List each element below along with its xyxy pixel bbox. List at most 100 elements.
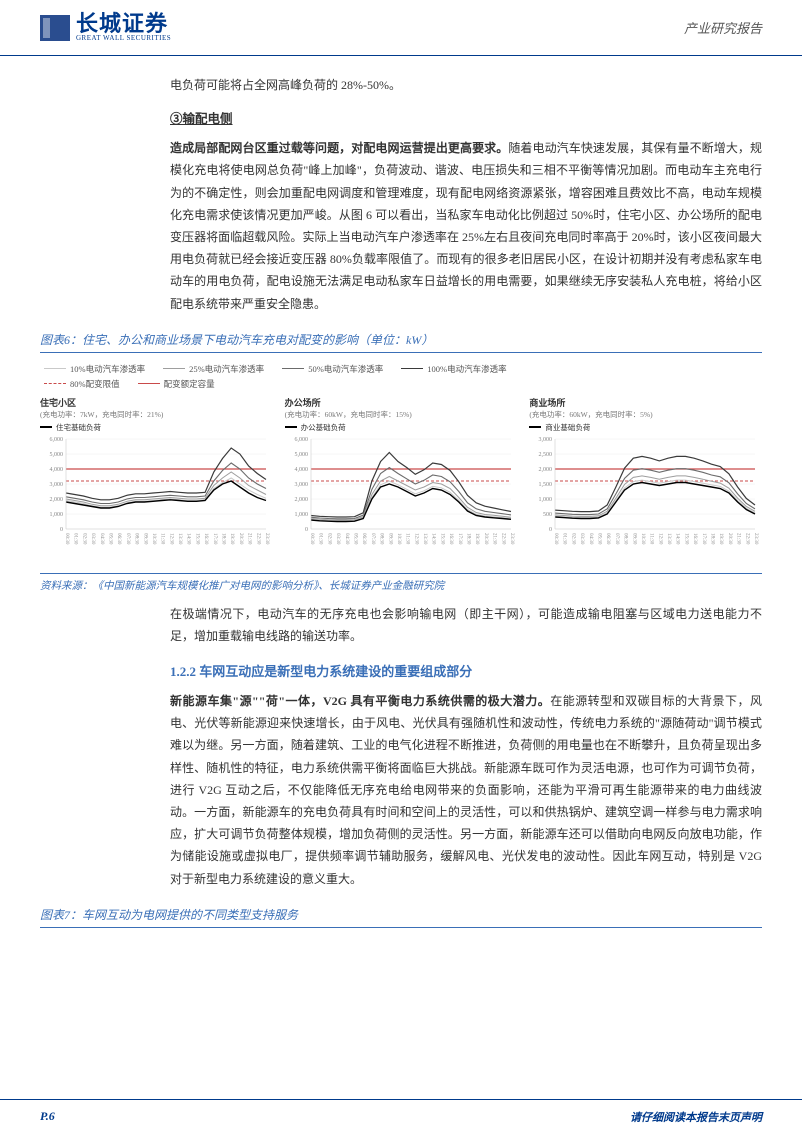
section-heading-3: ③输配电侧 [170,108,762,127]
svg-text:5,000: 5,000 [50,452,64,458]
svg-text:10:30: 10:30 [640,533,645,545]
leg-rated: 配变额定容量 [138,378,215,390]
chart-svg-1: 01,0002,0003,0004,0005,0006,000 00:3001:… [285,435,518,559]
svg-text:00:30: 00:30 [64,533,69,545]
para4-body: 在能源转型和双碳目标的大背景下，风电、光伏等新能源迎来快速增长，由于风电、光伏具… [170,694,762,886]
svg-text:20:30: 20:30 [483,533,488,545]
leg-100: 100%电动汽车渗透率 [401,363,506,375]
charts-row: 住宅小区 (充电功率：7kW，充电同时率：21%) 住宅基础负荷 01,0002… [40,396,762,559]
svg-text:21:30: 21:30 [247,533,252,545]
svg-text:17:30: 17:30 [212,533,217,545]
svg-text:6,000: 6,000 [50,437,64,443]
svg-text:06:30: 06:30 [606,533,611,545]
svg-text:16:30: 16:30 [692,533,697,545]
svg-text:02:30: 02:30 [571,533,576,545]
svg-text:10:30: 10:30 [396,533,401,545]
svg-text:04:30: 04:30 [588,533,593,545]
svg-text:13:30: 13:30 [422,533,427,545]
svg-text:05:30: 05:30 [597,533,602,545]
svg-text:0: 0 [60,527,63,533]
para2: 造成局部配网台区重过载等问题，对配电网运营提出更高要求。随着电动汽车快速发展，其… [170,137,762,315]
svg-text:23:30: 23:30 [264,533,269,545]
svg-text:22:30: 22:30 [745,533,750,545]
para2-bold: 造成局部配网台区重过载等问题，对配电网运营提出更高要求。 [170,141,508,155]
svg-text:05:30: 05:30 [107,533,112,545]
svg-text:19:30: 19:30 [474,533,479,545]
svg-text:3,000: 3,000 [539,437,553,443]
svg-text:11:30: 11:30 [404,533,409,545]
svg-text:2,000: 2,000 [539,467,553,473]
svg-text:5,000: 5,000 [294,452,308,458]
svg-text:06:30: 06:30 [361,533,366,545]
chart-svg-2: 05001,0001,5002,0002,5003,000 00:3001:30… [529,435,762,559]
svg-text:03:30: 03:30 [90,533,95,545]
svg-text:1,000: 1,000 [539,497,553,503]
svg-text:02:30: 02:30 [81,533,86,545]
svg-text:20:30: 20:30 [727,533,732,545]
leg-80limit: 80%配变限值 [44,378,120,390]
svg-text:0: 0 [305,527,308,533]
svg-text:16:30: 16:30 [203,533,208,545]
figure7-title: 图表7：车网互动为电网提供的不同类型支持服务 [40,906,762,928]
svg-text:13:30: 13:30 [177,533,182,545]
logo-en: GREAT WALL SECURITIES [76,35,171,42]
svg-text:07:30: 07:30 [370,533,375,545]
svg-text:08:30: 08:30 [623,533,628,545]
svg-text:04:30: 04:30 [343,533,348,545]
footer-disclaimer: 请仔细阅读本报告末页声明 [630,1109,762,1125]
svg-text:01:30: 01:30 [73,533,78,545]
figure6-source: 资料来源：《中国新能源汽车规模化推广对电网的影响分析》、长城证券产业金融研究院 [40,573,762,593]
chart-commercial: 商业场所 (充电功率：60kW，充电同时率：5%) 商业基础负荷 05001,0… [529,396,762,559]
doc-type: 产业研究报告 [684,18,762,37]
para3: 在极端情况下，电动汽车的无序充电也会影响输电网（即主干网），可能造成输电阻塞与区… [170,603,762,647]
svg-text:16:30: 16:30 [448,533,453,545]
svg-text:500: 500 [543,512,552,518]
logo-icon [40,15,70,41]
page-footer: P.6 请仔细阅读本报告末页声明 [0,1099,802,1133]
svg-text:20:30: 20:30 [238,533,243,545]
para4: 新能源车集"源""荷"一体，V2G 具有平衡电力系统供需的极大潜力。在能源转型和… [170,690,762,890]
legend-row-1: 10%电动汽车渗透率 25%电动汽车渗透率 50%电动汽车渗透率 100%电动汽… [40,363,762,375]
svg-text:4,000: 4,000 [50,467,64,473]
svg-text:14:30: 14:30 [430,533,435,545]
svg-text:09:30: 09:30 [142,533,147,545]
svg-text:00:30: 00:30 [553,533,558,545]
svg-text:09:30: 09:30 [632,533,637,545]
svg-text:11:30: 11:30 [649,533,654,545]
logo-block: 长城证券 GREAT WALL SECURITIES [40,13,171,42]
svg-text:11:30: 11:30 [160,533,165,545]
svg-text:04:30: 04:30 [99,533,104,545]
svg-text:4,000: 4,000 [294,467,308,473]
content: 电负荷可能将占全网高峰负荷的 28%-50%。 ③输配电侧 造成局部配网台区重过… [0,56,802,928]
chart-residential: 住宅小区 (充电功率：7kW，充电同时率：21%) 住宅基础负荷 01,0002… [40,396,273,559]
svg-text:6,000: 6,000 [294,437,308,443]
para4-bold: 新能源车集"源""荷"一体，V2G 具有平衡电力系统供需的极大潜力。 [170,694,550,708]
page-header: 长城证券 GREAT WALL SECURITIES 产业研究报告 [0,0,802,56]
subheading-122: 1.2.2 车网互动应是新型电力系统建设的重要组成部分 [170,661,762,680]
svg-text:19:30: 19:30 [229,533,234,545]
para1: 电负荷可能将占全网高峰负荷的 28%-50%。 [170,74,762,96]
svg-text:01:30: 01:30 [317,533,322,545]
svg-text:17:30: 17:30 [456,533,461,545]
svg-text:01:30: 01:30 [562,533,567,545]
svg-text:22:30: 22:30 [255,533,260,545]
chart-office: 办公场所 (充电功率：60kW，充电同时率：15%) 办公基础负荷 01,000… [285,396,518,559]
leg-50: 50%电动汽车渗透率 [282,363,383,375]
svg-text:08:30: 08:30 [378,533,383,545]
svg-text:12:30: 12:30 [658,533,663,545]
svg-text:18:30: 18:30 [710,533,715,545]
svg-text:1,500: 1,500 [539,482,553,488]
leg-25: 25%电动汽车渗透率 [163,363,264,375]
svg-text:3,000: 3,000 [50,482,64,488]
svg-text:05:30: 05:30 [352,533,357,545]
svg-text:14:30: 14:30 [675,533,680,545]
svg-text:06:30: 06:30 [116,533,121,545]
logo-cn: 长城证券 [76,13,171,35]
svg-text:23:30: 23:30 [753,533,758,545]
svg-text:08:30: 08:30 [134,533,139,545]
svg-text:3,000: 3,000 [294,482,308,488]
chart-area: 10%电动汽车渗透率 25%电动汽车渗透率 50%电动汽车渗透率 100%电动汽… [40,363,762,565]
svg-text:1,000: 1,000 [294,512,308,518]
svg-text:12:30: 12:30 [168,533,173,545]
svg-text:15:30: 15:30 [684,533,689,545]
